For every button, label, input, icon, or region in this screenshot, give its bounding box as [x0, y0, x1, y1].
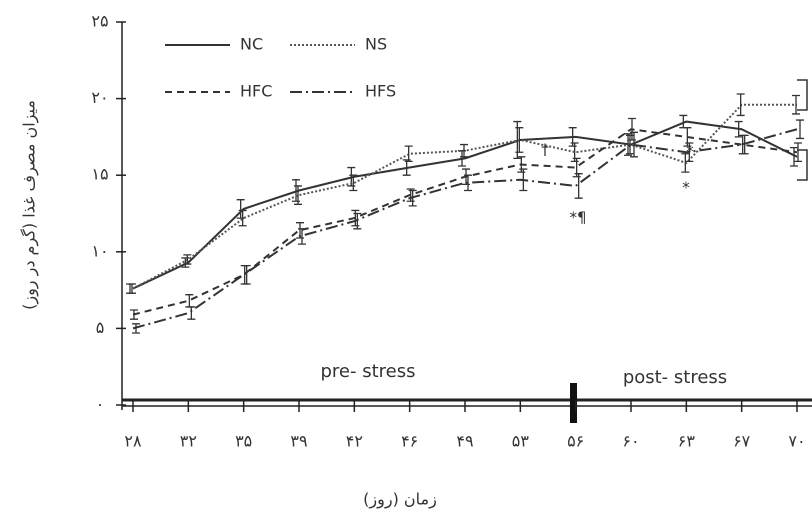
error-bar	[464, 174, 472, 192]
legend-label: NS	[365, 35, 387, 54]
error-bar	[349, 174, 358, 192]
error-bar	[626, 134, 634, 155]
x-tick-label: ۴۶	[401, 432, 418, 451]
x-tick-label: ۲۸	[124, 432, 142, 451]
annotation: *¶	[569, 209, 586, 227]
error-bar	[132, 323, 140, 334]
y-tick-label: ۰	[96, 395, 105, 414]
legend-label: HFC	[240, 82, 272, 101]
error-bar	[408, 189, 417, 207]
x-tick-label: ۷۰	[788, 432, 805, 451]
error-bar	[794, 142, 802, 163]
y-tick-label: ۲۰	[91, 88, 108, 107]
series-line	[132, 103, 797, 290]
y-tick-label: ۱۵	[91, 165, 108, 184]
error-bar	[681, 153, 690, 173]
error-bar	[574, 173, 583, 199]
error-bar	[353, 212, 362, 230]
error-bar	[630, 131, 638, 158]
series-line	[132, 120, 798, 290]
legend-label: HFS	[365, 82, 396, 101]
x-tick-label: ۴۲	[346, 432, 363, 451]
series-line	[132, 128, 798, 330]
x-tick-label: ۴۹	[456, 432, 473, 451]
error-bar	[685, 142, 694, 163]
error-bar	[187, 306, 196, 320]
error-bar	[236, 199, 245, 219]
error-bar	[796, 119, 804, 140]
error-bar	[130, 309, 138, 320]
x-tick-label: ۳۵	[235, 432, 252, 451]
error-bar	[294, 185, 302, 205]
error-bar	[242, 264, 251, 285]
annotation: post- stress	[623, 367, 727, 388]
x-tick-label: ۵۳	[512, 432, 530, 451]
x-tick-label: ۶۳	[678, 432, 696, 451]
y-tick-label: ۵	[96, 318, 105, 337]
annotation: *	[682, 179, 690, 197]
bracket	[797, 79, 808, 181]
error-bar	[181, 257, 190, 268]
x-tick-label: ۶۰	[622, 432, 639, 451]
error-bar	[402, 159, 411, 176]
error-bar	[404, 145, 413, 163]
x-axis-label: زمان (روز)	[363, 490, 437, 510]
series-line	[132, 128, 798, 316]
error-bar	[128, 283, 136, 294]
error-bar	[519, 168, 528, 192]
annotation: pre- stress	[321, 361, 416, 382]
error-bar	[460, 143, 468, 158]
legend-label: NC	[240, 35, 263, 54]
error-bar	[515, 127, 524, 153]
stress-divider	[570, 383, 577, 423]
error-bar	[292, 179, 300, 202]
x-tick-label: ۵۶	[567, 432, 584, 451]
error-bar	[628, 117, 636, 141]
x-tick-label: ۳۹	[290, 432, 307, 451]
error-bar	[183, 254, 192, 265]
error-bar	[126, 283, 134, 294]
error-bar	[740, 134, 749, 155]
y-axis-label: میزان مصرف غذا (گرم در روز)	[20, 100, 40, 310]
annotation: *	[686, 143, 694, 161]
error-bar	[792, 94, 800, 115]
error-bar	[298, 228, 306, 245]
x-tick-label: ۶۷	[733, 432, 751, 451]
annotation: †	[541, 141, 549, 159]
error-bar	[185, 294, 194, 308]
y-tick-label: ۲۵	[91, 12, 108, 31]
error-bar	[736, 93, 745, 117]
y-tick-label: ۱۰	[91, 241, 108, 260]
error-bar	[790, 146, 798, 167]
error-bar	[734, 120, 743, 138]
error-bar	[240, 264, 249, 285]
x-tick-label: ۳۲	[180, 432, 197, 451]
error-bar	[462, 168, 470, 186]
error-bar	[238, 209, 247, 227]
